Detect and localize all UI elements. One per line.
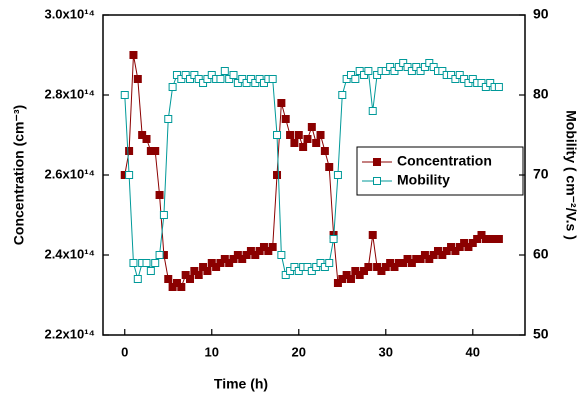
data-point [364, 67, 373, 75]
data-point [142, 135, 151, 143]
data-point [351, 75, 360, 83]
data-point [142, 259, 151, 267]
data-point [364, 263, 373, 271]
data-point [164, 115, 173, 123]
data-point [151, 147, 160, 155]
data-point [151, 259, 160, 267]
data-point [368, 231, 377, 239]
data-point [325, 259, 334, 267]
data-point [155, 251, 164, 259]
data-point [316, 131, 325, 139]
y2-axis-label: Mobility ( cm⁻²/V.s ) [563, 110, 579, 240]
data-point [146, 267, 155, 275]
y2-tick-label: 50 [533, 326, 549, 342]
data-point [229, 71, 238, 79]
y2-tick-label: 80 [533, 86, 549, 102]
legend-label: Mobility [397, 172, 450, 188]
x-tick-label: 30 [379, 344, 393, 359]
data-point [125, 147, 134, 155]
data-point [312, 139, 321, 147]
data-point [368, 107, 377, 115]
data-point [159, 211, 168, 219]
x-tick-label: 0 [121, 344, 128, 359]
data-point [220, 67, 229, 75]
data-point [303, 135, 312, 143]
data-point [338, 91, 347, 99]
y-tick-label: 2.4x10¹⁴ [44, 246, 95, 261]
data-point [299, 143, 308, 151]
data-point [329, 235, 338, 243]
data-point [286, 131, 295, 139]
data-point [346, 275, 355, 283]
data-point [290, 139, 299, 147]
data-point [320, 147, 329, 155]
legend-label: Concentration [397, 153, 492, 169]
x-tick-label: 40 [466, 344, 480, 359]
y-tick-label: 3.0x10¹⁴ [44, 6, 95, 21]
legend-marker [373, 177, 381, 185]
y-axis-label: Concentration (cm⁻³) [11, 105, 27, 245]
data-point [307, 123, 316, 131]
data-point [120, 91, 129, 99]
data-point [333, 171, 342, 179]
legend-box [356, 146, 524, 196]
y2-tick-label: 90 [533, 6, 549, 22]
data-point [494, 235, 503, 243]
x-tick-label: 20 [292, 344, 306, 359]
data-point [325, 163, 334, 171]
y-tick-label: 2.2x10¹⁴ [44, 326, 95, 341]
data-point [294, 131, 303, 139]
data-point [168, 83, 177, 91]
y2-tick-label: 60 [533, 246, 549, 262]
y2-tick-label: 70 [533, 166, 549, 182]
data-point [194, 271, 203, 279]
data-point [277, 251, 286, 259]
data-point [177, 283, 186, 291]
data-point [164, 275, 173, 283]
data-point [494, 83, 503, 91]
data-point [155, 191, 164, 199]
x-tick-label: 10 [205, 344, 219, 359]
data-point [133, 75, 142, 83]
data-point [203, 267, 212, 275]
data-point [125, 171, 134, 179]
data-point [277, 99, 286, 107]
legend: Concentration Mobility [356, 146, 524, 196]
x-axis-label: Time (h) [214, 376, 268, 392]
data-point [281, 115, 290, 123]
data-point [273, 131, 282, 139]
data-point [268, 243, 277, 251]
data-point [133, 275, 142, 283]
data-point [129, 51, 138, 59]
y-tick-label: 2.8x10¹⁴ [44, 86, 95, 101]
y-tick-label: 2.6x10¹⁴ [44, 166, 95, 181]
data-point [273, 171, 282, 179]
data-point [129, 259, 138, 267]
data-point [268, 75, 277, 83]
legend-marker [373, 158, 381, 166]
data-point [186, 275, 195, 283]
data-point [216, 75, 225, 83]
